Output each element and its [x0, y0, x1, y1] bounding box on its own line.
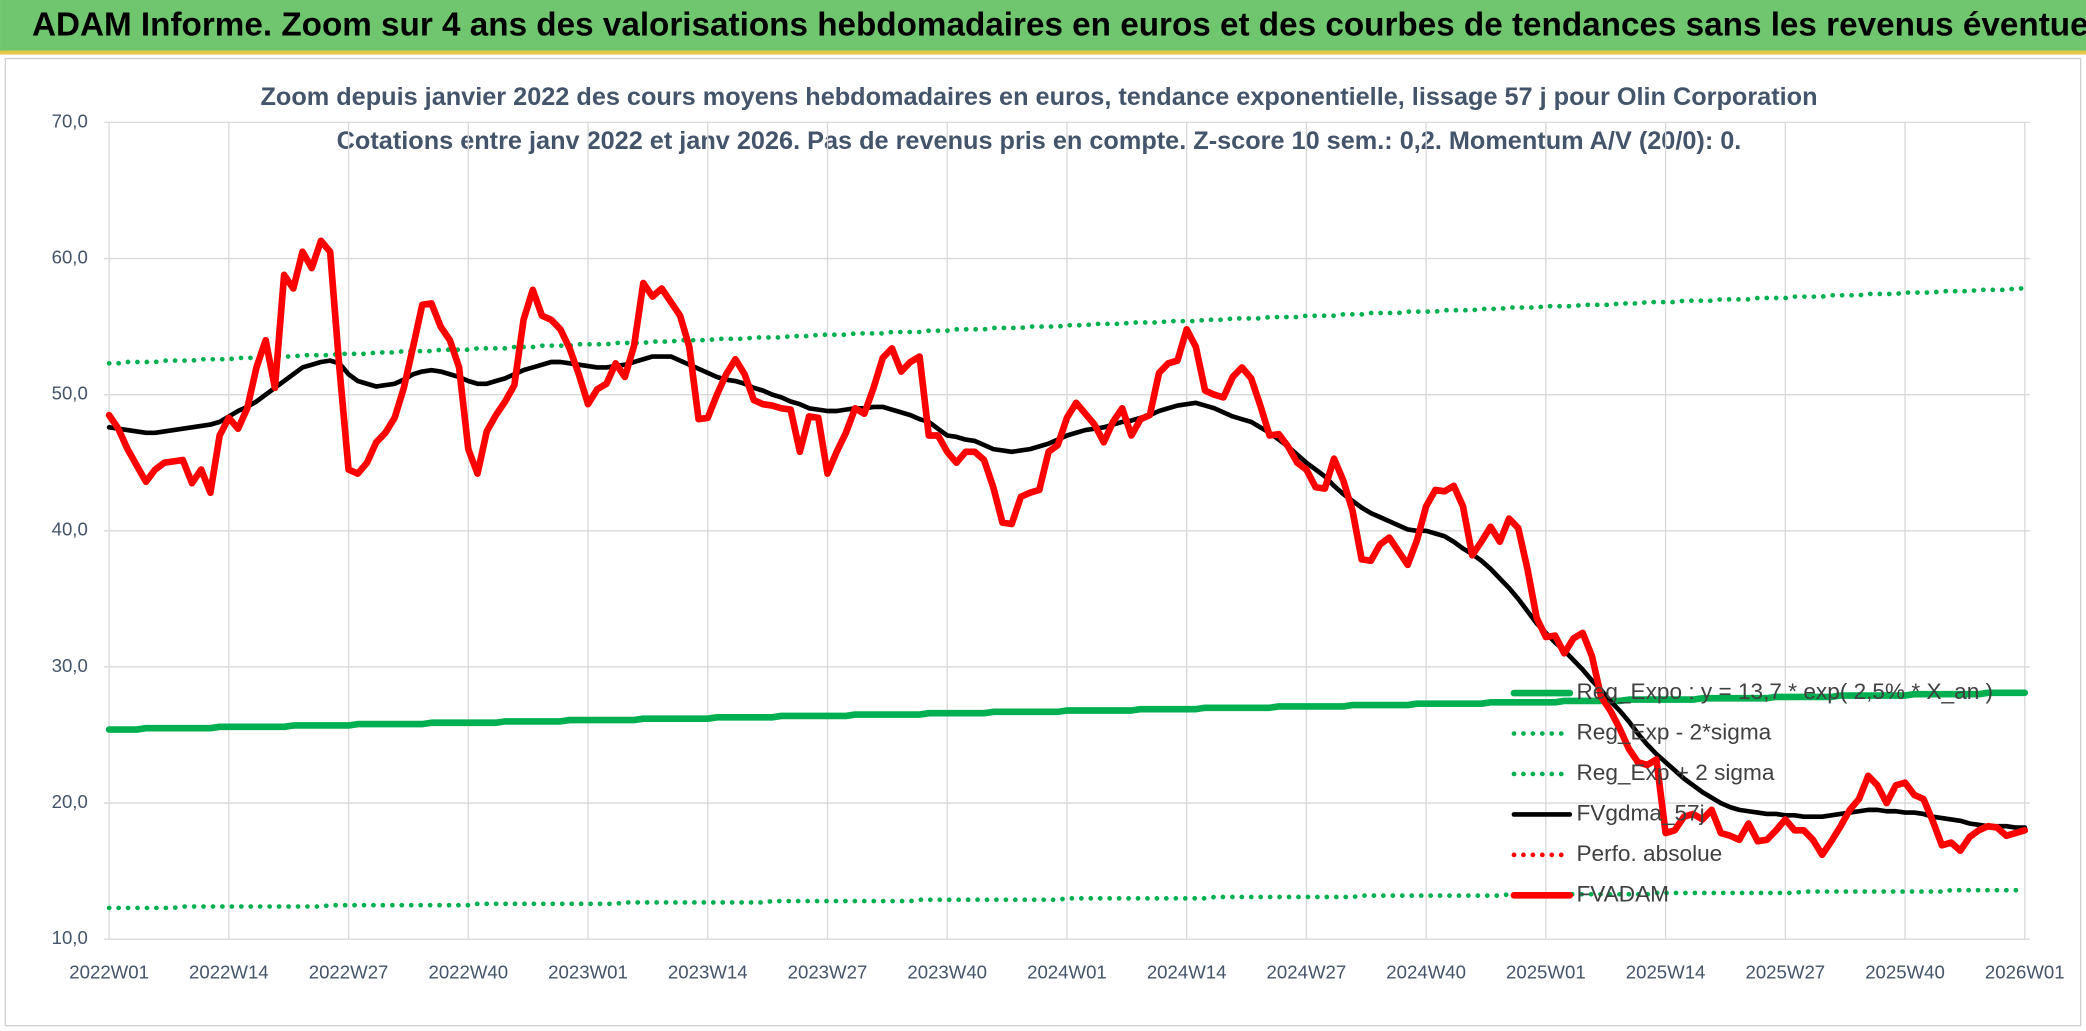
y-tick-label: 40,0 [52, 519, 88, 540]
x-tick-label: 2022W27 [309, 962, 389, 983]
y-tick-label: 10,0 [52, 927, 88, 948]
y-tick-label: 30,0 [52, 655, 88, 676]
series-line [105, 237, 2029, 859]
legend-label: Perfo. absolue [1576, 841, 1722, 866]
x-tick-label: 2023W14 [668, 962, 748, 983]
header-bar [0, 0, 2086, 54]
x-tick-label: 2022W40 [428, 962, 508, 983]
y-tick-label: 50,0 [52, 383, 88, 404]
series-line [106, 286, 2028, 366]
series-line [105, 689, 2029, 733]
legend: Reg_Expo : y = 13,7 * exp( 2,5% * X_an )… [1510, 679, 1993, 906]
chart-subtitle: Cotations entre janv 2022 et janv 2026. … [337, 127, 1742, 155]
x-tick-label: 2022W01 [69, 962, 149, 983]
x-tick-label: 2026W01 [1985, 962, 2065, 983]
series-line [106, 887, 2028, 911]
legend-label: Reg_Exp + 2 sigma [1576, 760, 1774, 785]
legend-label: FVADAM [1576, 881, 1669, 906]
y-tick-label: 20,0 [52, 791, 88, 812]
x-tick-label: 2025W27 [1745, 962, 1825, 983]
legend-label: Reg_Exp - 2*sigma [1576, 720, 1771, 745]
x-tick-label: 2024W40 [1386, 962, 1466, 983]
x-tick-label: 2024W27 [1267, 962, 1347, 983]
grid: 10,0 20,0 30,0 40,0 50,0 60,0 70,0 2022W01 2022W… [52, 110, 2065, 982]
lines [105, 237, 2029, 911]
x-tick-label: 2022W14 [189, 962, 269, 983]
header-underline [0, 50, 2086, 55]
legend-label: Reg_Expo : y = 13,7 * exp( 2,5% * X_an ) [1576, 679, 1993, 704]
series-line [106, 354, 2028, 830]
y-tick-label: 70,0 [52, 110, 88, 131]
y-tick-label: 60,0 [52, 246, 88, 267]
header-title: ADAM Informe. Zoom sur 4 ans des valoris… [32, 6, 2086, 43]
x-tick-label: 2025W14 [1626, 962, 1706, 983]
x-tick-label: 2025W01 [1506, 962, 1586, 983]
chart-border [4, 57, 2082, 1027]
x-tick-label: 2025W40 [1865, 962, 1945, 983]
legend-label: FVgdma_57j [1576, 800, 1704, 825]
x-tick-label: 2023W27 [788, 962, 868, 983]
chart-title: Zoom depuis janvier 2022 des cours moyen… [260, 83, 1817, 111]
x-tick-label: 2023W40 [907, 962, 987, 983]
x-tick-label: 2024W01 [1027, 962, 1107, 983]
x-tick-label: 2024W14 [1147, 962, 1227, 983]
x-tick-label: 2023W01 [548, 962, 628, 983]
